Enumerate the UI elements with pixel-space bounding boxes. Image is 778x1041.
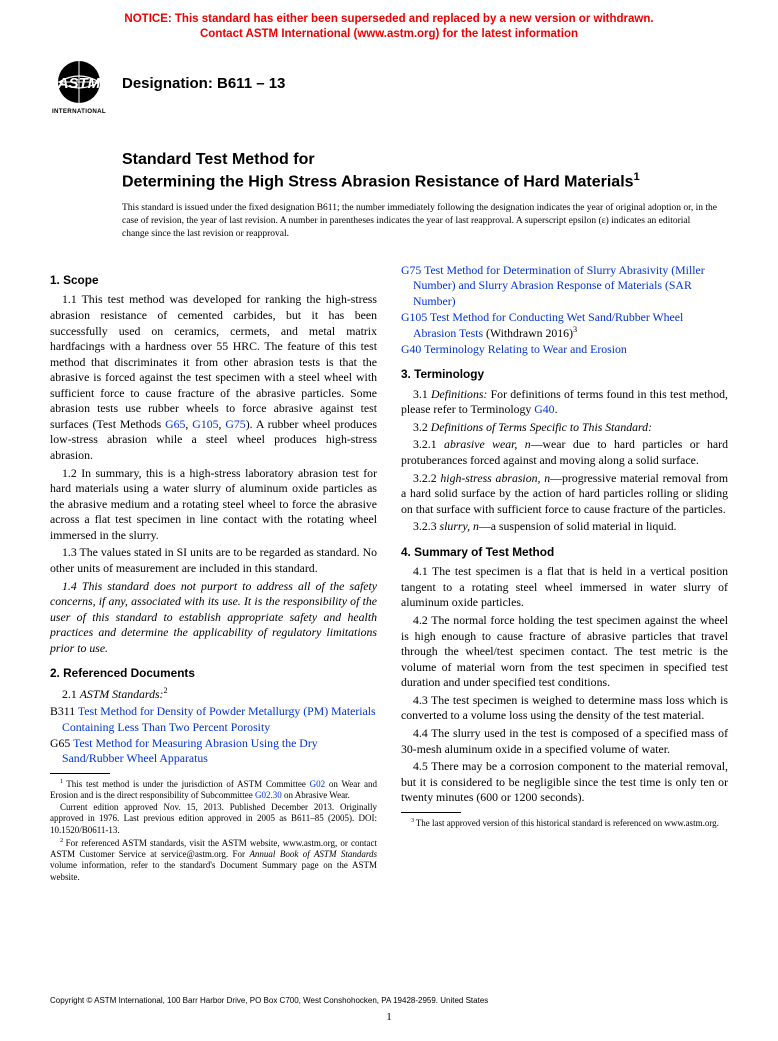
p-1-3: 1.3 The values stated in SI units are to… xyxy=(50,545,377,576)
link-b311[interactable]: Test Method for Density of Powder Metall… xyxy=(62,704,376,734)
body-columns: 1. Scope 1.1 This test method was develo… xyxy=(50,263,728,884)
designation: Designation: B611 – 13 xyxy=(122,74,285,94)
p-4-2: 4.2 The normal force holding the test sp… xyxy=(401,613,728,691)
title-block: Standard Test Method for Determining the… xyxy=(122,150,728,192)
p-1-1: 1.1 This test method was developed for r… xyxy=(50,292,377,463)
link-g75-ref[interactable]: Test Method for Determination of Slurry … xyxy=(413,263,705,308)
notice-line1: NOTICE: This standard has either been su… xyxy=(124,13,653,25)
p-1-2: 1.2 In summary, this is a high-stress la… xyxy=(50,466,377,544)
title-line1: Standard Test Method for xyxy=(122,150,728,170)
footnote-1: 1 This test method is under the jurisdic… xyxy=(50,778,377,802)
notice-line2: Contact ASTM International (www.astm.org… xyxy=(200,28,578,40)
ref-b311: B311 Test Method for Density of Powder M… xyxy=(62,704,377,735)
footnote-rule-right xyxy=(401,812,461,813)
footnote-3: 3 The last approved version of this hist… xyxy=(401,817,728,829)
footnote-2: 2 For referenced ASTM standards, visit t… xyxy=(50,837,377,883)
summary-head: 4. Summary of Test Method xyxy=(401,545,728,561)
svg-text:ASTM: ASTM xyxy=(57,75,101,92)
link-g02[interactable]: G02 xyxy=(310,779,326,789)
p-2-1: 2.1 ASTM Standards:2 xyxy=(50,686,377,702)
page-number: 1 xyxy=(0,1010,778,1025)
p-3-2: 3.2 Definitions of Terms Specific to Thi… xyxy=(401,420,728,436)
header-row: ASTM INTERNATIONAL Designation: B611 – 1… xyxy=(50,60,728,120)
p-4-5: 4.5 There may be a corrosion component t… xyxy=(401,759,728,806)
ref-g105: G105 Test Method for Conducting Wet Sand… xyxy=(413,310,728,342)
refs-head: 2. Referenced Documents xyxy=(50,666,377,682)
p-4-3: 4.3 The test specimen is weighed to dete… xyxy=(401,693,728,724)
link-g75-code[interactable]: G75 xyxy=(401,263,424,277)
term-head: 3. Terminology xyxy=(401,367,728,383)
p-4-4: 4.4 The slurry used in the test is compo… xyxy=(401,726,728,757)
ref-g75: G75 Test Method for Determination of Slu… xyxy=(413,263,728,310)
link-g40-ref[interactable]: Terminology Relating to Wear and Erosion xyxy=(424,342,627,356)
p-4-1: 4.1 The test specimen is a flat that is … xyxy=(401,564,728,611)
link-g65-ref[interactable]: Test Method for Measuring Abrasion Using… xyxy=(62,736,318,766)
p-3-1: 3.1 Definitions: For definitions of term… xyxy=(401,387,728,418)
link-g40-term[interactable]: G40 xyxy=(534,402,554,416)
p-3-2-2: 3.2.2 high-stress abrasion, n—progressiv… xyxy=(401,471,728,518)
issue-note: This standard is issued under the fixed … xyxy=(122,202,728,240)
ref-g65: G65 Test Method for Measuring Abrasion U… xyxy=(62,736,377,767)
notice-banner: NOTICE: This standard has either been su… xyxy=(50,12,728,42)
link-g75[interactable]: G75 xyxy=(225,417,245,431)
p-3-2-1: 3.2.1 abrasive wear, n—wear due to hard … xyxy=(401,437,728,468)
scope-head: 1. Scope xyxy=(50,273,377,289)
link-g105[interactable]: G105 xyxy=(192,417,218,431)
link-g0230[interactable]: G02.30 xyxy=(255,790,282,800)
astm-logo: ASTM INTERNATIONAL xyxy=(50,60,108,120)
ref-g40: G40 Terminology Relating to Wear and Ero… xyxy=(413,342,728,358)
copyright: Copyright © ASTM International, 100 Barr… xyxy=(50,996,488,1007)
link-g105-code[interactable]: G105 xyxy=(401,310,430,324)
svg-text:INTERNATIONAL: INTERNATIONAL xyxy=(52,108,106,115)
link-g40-code[interactable]: G40 xyxy=(401,342,424,356)
title-line2: Determining the High Stress Abrasion Res… xyxy=(122,170,728,192)
p-3-2-3: 3.2.3 slurry, n—a suspension of solid ma… xyxy=(401,519,728,535)
footnote-1b: Current edition approved Nov. 15, 2013. … xyxy=(50,802,377,836)
p-1-4: 1.4 1.4 This standard does not purport t… xyxy=(50,579,377,657)
link-g65[interactable]: G65 xyxy=(165,417,185,431)
footnote-rule-left xyxy=(50,773,110,774)
